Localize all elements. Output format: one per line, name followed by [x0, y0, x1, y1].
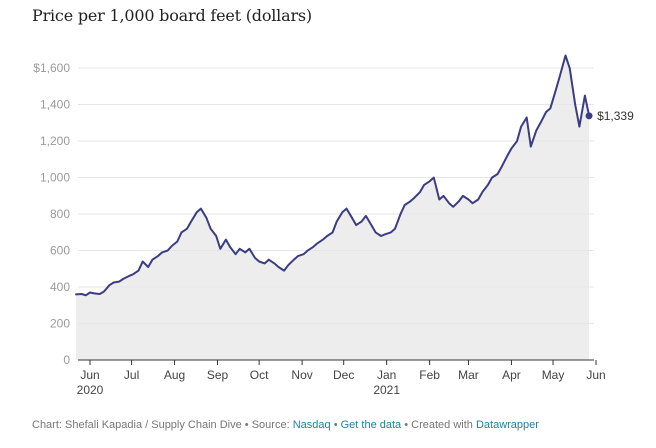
x-tick-label: Sep — [207, 368, 229, 382]
x-tick-label: Feb — [419, 368, 440, 382]
footer: Chart: Shefali Kapadia / Supply Chain Di… — [32, 419, 539, 431]
x-tick-label: Jan — [377, 368, 396, 382]
chart-title: Price per 1,000 board feet (dollars) — [32, 6, 312, 25]
y-tick-label: 0 — [63, 353, 70, 367]
footer-credit: Chart: Shefali Kapadia / Supply Chain Di… — [32, 419, 242, 431]
y-tick-label: 600 — [50, 244, 70, 258]
y-tick-label: 1,400 — [40, 98, 70, 112]
y-tick-label: 200 — [50, 317, 70, 331]
footer-separator: • — [333, 419, 338, 431]
y-tick-label: 1,000 — [40, 171, 70, 185]
series-line — [75, 54, 591, 297]
x-tick-label: Jul — [124, 368, 139, 382]
datawrapper-link[interactable]: Datawrapper — [475, 419, 539, 431]
x-tick-label: Dec — [333, 368, 354, 382]
x-tick-label: Apr — [502, 368, 521, 382]
x-tick-year-label: 2021 — [373, 383, 400, 397]
get-data-link[interactable]: Get the data — [340, 419, 402, 431]
y-tick-label: $1,600 — [33, 61, 70, 75]
footer-source-prefix: Source: — [251, 419, 290, 431]
x-tick-label: Mar — [458, 368, 479, 382]
footer-created-prefix: Created with — [411, 419, 473, 431]
x-tick-label: Jun — [586, 368, 605, 382]
end-value-label: $1,339 — [597, 109, 634, 123]
x-tick-label: Nov — [291, 368, 312, 382]
x-tick-label: May — [542, 368, 565, 382]
y-tick-label: 400 — [50, 280, 70, 294]
footer-separator: • — [244, 419, 249, 431]
footer-separator: • — [404, 419, 409, 431]
end-point-marker — [585, 112, 593, 120]
x-tick-label: Oct — [250, 368, 269, 382]
source-link[interactable]: Nasdaq — [292, 419, 331, 431]
y-tick-label: 800 — [50, 207, 70, 221]
series-area — [76, 55, 590, 360]
y-tick-label: 1,200 — [40, 134, 70, 148]
x-tick-label: Aug — [164, 368, 185, 382]
x-tick-label: Jun — [80, 368, 99, 382]
x-tick-year-label: 2020 — [77, 383, 104, 397]
